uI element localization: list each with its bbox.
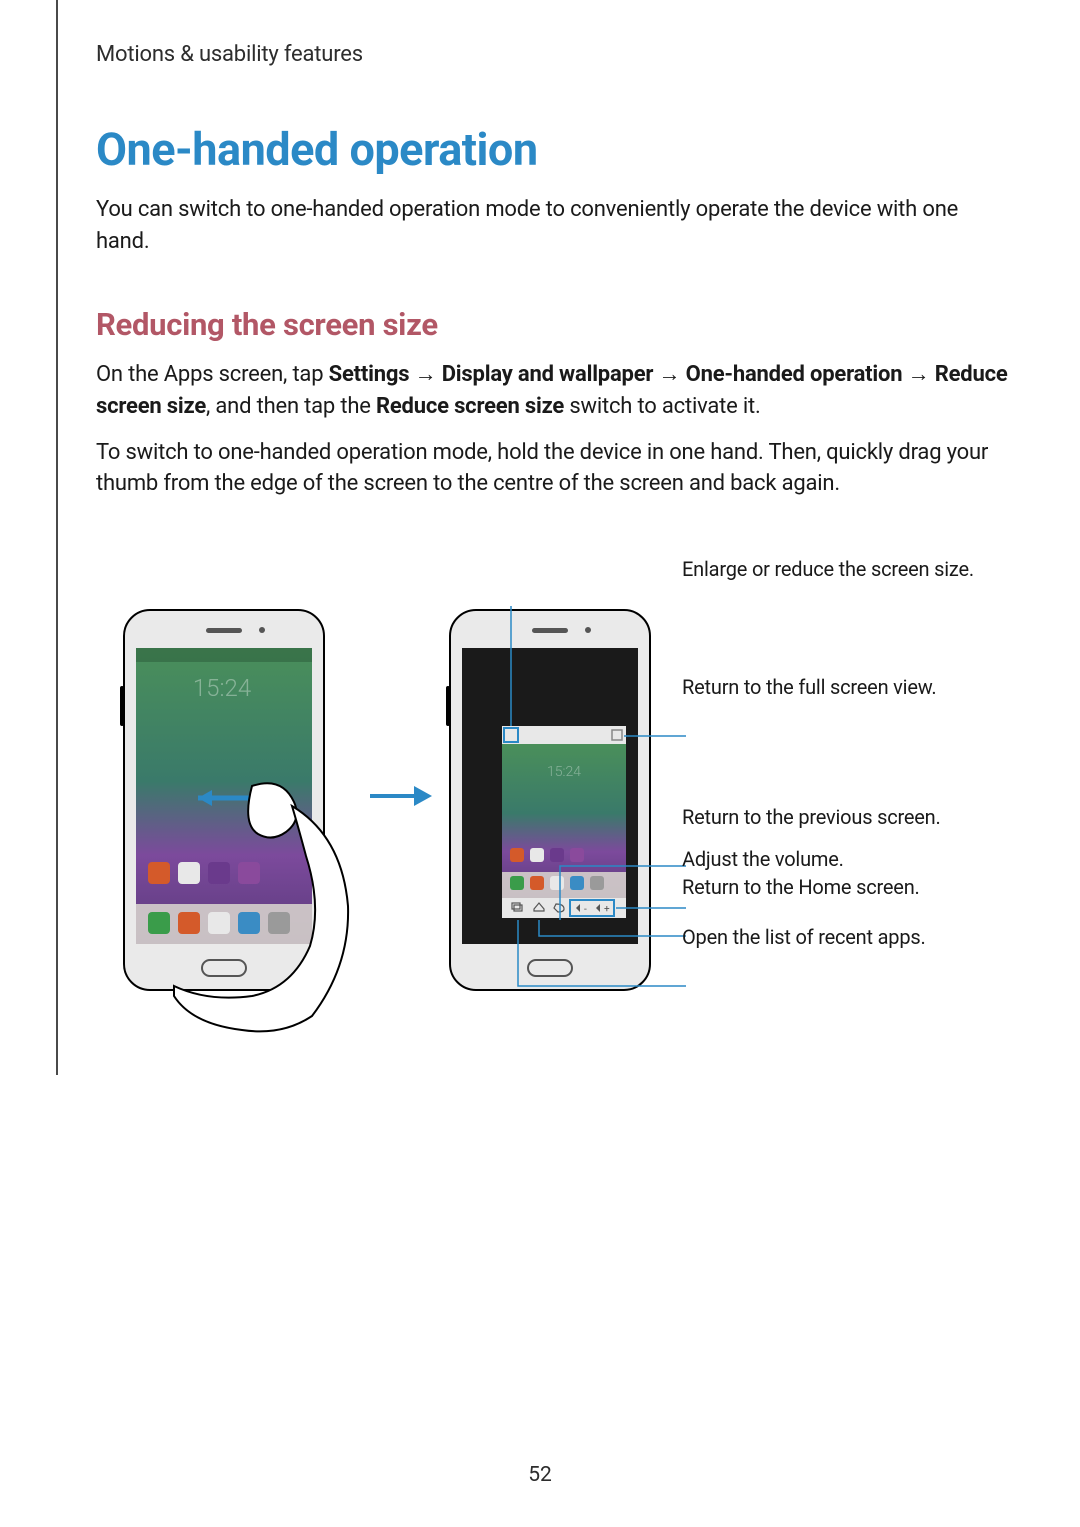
callout-enlarge: Enlarge or reduce the screen size. <box>682 556 974 582</box>
page-number: 52 <box>0 1463 1080 1487</box>
svg-text:15:24: 15:24 <box>547 764 581 780</box>
callout-previous: Return to the previous screen. <box>682 804 941 830</box>
phone-right-illustration: 15:24 <box>438 606 688 1006</box>
svg-text:-: - <box>584 904 587 915</box>
callout-recent: Open the list of recent apps. <box>682 924 926 950</box>
page-content: Motions & usability features One-handed … <box>0 0 1080 1056</box>
arrow-right-icon <box>366 778 436 814</box>
breadcrumb: Motions & usability features <box>96 42 1010 67</box>
section-heading: Reducing the screen size <box>96 306 1010 343</box>
step-1-text: On the Apps screen, tap Settings → Displ… <box>96 359 1010 423</box>
svg-text:15:24: 15:24 <box>193 674 251 702</box>
callout-volume: Adjust the volume. <box>682 846 844 872</box>
svg-text:+: + <box>604 904 610 915</box>
page-title: One-handed operation <box>96 123 1010 176</box>
callout-home: Return to the Home screen. <box>682 874 920 900</box>
phone-left-illustration: 15:24 <box>112 606 372 1036</box>
left-margin-rule <box>56 0 58 1075</box>
callout-fullscreen: Return to the full screen view. <box>682 674 936 700</box>
intro-paragraph: You can switch to one-handed operation m… <box>96 194 1010 258</box>
figure-area: 15:24 <box>96 536 1010 1056</box>
step-2-text: To switch to one-handed operation mode, … <box>96 437 1010 501</box>
